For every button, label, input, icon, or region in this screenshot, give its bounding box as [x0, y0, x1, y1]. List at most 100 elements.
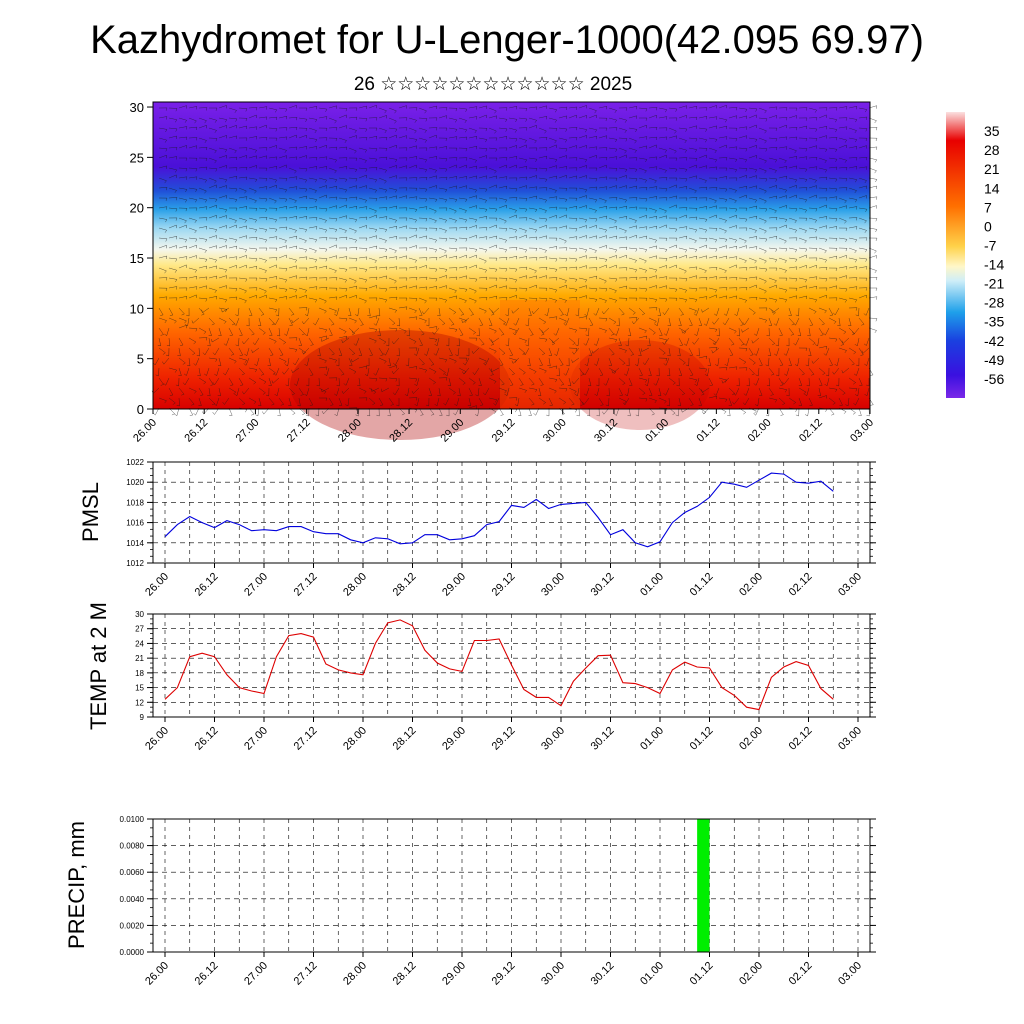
ytick-label: 0.0040: [120, 895, 145, 904]
cross-xtick-label: 30.00: [541, 417, 569, 445]
cool-pocket: [500, 300, 580, 409]
colorbar-label: -21: [984, 276, 1004, 292]
cross-xtick-label: 27.00: [234, 417, 262, 445]
colorbar: 35 28 21 14 7 0 -7 -14 -21 -28 -35 -42 -49 -56: [946, 112, 1004, 398]
xtick-label: 02.12: [787, 960, 815, 988]
colorbar-label: 28: [984, 142, 1000, 158]
xtick-label: 26.12: [193, 725, 221, 753]
xtick-label: 03.00: [836, 571, 864, 599]
colorbar-label: 21: [984, 161, 1000, 177]
colorbar-label: -14: [984, 257, 1004, 273]
xtick-label: 28.00: [341, 571, 369, 599]
xtick-label: 03.00: [836, 725, 864, 753]
precip-ylabel: PRECIP, mm: [64, 821, 89, 949]
ytick-label: 0.0080: [120, 842, 145, 851]
precip-panel: 0.0000 0.0020 0.0040 0.0060 0.0080 0.0100 26.0…: [64, 815, 876, 988]
ytick-label: 21: [135, 654, 144, 663]
xtick-label: 27.12: [292, 571, 320, 599]
ytick-label: 1014: [126, 539, 144, 548]
cross-ytick-label: 30: [130, 100, 144, 115]
cross-ytick-label: 15: [130, 251, 144, 266]
colorbar-label: 14: [984, 180, 1000, 196]
xtick-label: 28.00: [341, 960, 369, 988]
temp-ylabel: TEMP at 2 M: [86, 602, 111, 730]
ytick-label: 15: [135, 684, 144, 693]
xtick-label: 29.00: [440, 960, 468, 988]
cross-ytick-label: 10: [130, 301, 144, 316]
cross-xtick-label: 29.12: [490, 417, 518, 445]
precip-bar: [697, 819, 710, 952]
temp-panel: 9 12 15 18 21 24 27 30 26.00 26.12 27.00 27.12 28.00…: [86, 602, 876, 753]
xtick-label: 30.00: [539, 960, 567, 988]
xtick-label: 27.00: [242, 725, 270, 753]
xtick-label: 30.12: [589, 960, 617, 988]
cross-xtick-label: 26.12: [182, 417, 210, 445]
cross-xtick-label: 03.00: [848, 417, 876, 445]
colorbar-label: -28: [984, 295, 1004, 311]
temperature-field: [153, 102, 870, 409]
xtick-label: 26.12: [193, 571, 221, 599]
cross-ytick-label: 20: [130, 201, 144, 216]
xtick-label: 27.00: [242, 960, 270, 988]
xtick-label: 27.00: [242, 571, 270, 599]
xtick-label: 28.12: [391, 960, 419, 988]
xtick-label: 30.00: [539, 571, 567, 599]
xtick-label: 01.00: [638, 571, 666, 599]
ytick-label: 0.0000: [120, 948, 145, 957]
xtick-label: 26.00: [143, 960, 171, 988]
xtick-label: 02.00: [737, 571, 765, 599]
wind-barbs: [151, 104, 878, 417]
xtick-label: 29.12: [490, 725, 518, 753]
colorbar-label: 35: [984, 123, 1000, 139]
xtick-label: 28.00: [341, 725, 369, 753]
warm-core-1: [290, 330, 510, 440]
cross-ytick-label: 0: [137, 402, 144, 417]
cross-ytick-label: 25: [130, 150, 144, 165]
temp-series-line: [164, 619, 834, 711]
colorbar-label: -56: [984, 371, 1004, 387]
xtick-label: 26.00: [143, 571, 171, 599]
ytick-label: 1018: [126, 498, 144, 507]
xtick-label: 30.12: [589, 725, 617, 753]
ytick-label: 1016: [126, 519, 144, 528]
colorbar-scale: [946, 112, 965, 398]
ytick-label: 1012: [126, 559, 144, 568]
xtick-label: 28.12: [391, 725, 419, 753]
ytick-label: 1020: [126, 478, 144, 487]
ytick-label: 0.0020: [120, 921, 145, 930]
cross-xtick-label: 02.12: [797, 417, 825, 445]
xtick-label: 29.12: [490, 571, 518, 599]
ytick-label: 0.0100: [120, 815, 145, 824]
ytick-label: 24: [135, 639, 144, 648]
xtick-label: 03.00: [836, 960, 864, 988]
xtick-label: 02.00: [737, 725, 765, 753]
xtick-label: 26.00: [143, 725, 171, 753]
cross-xtick-label: 01.12: [695, 417, 723, 445]
xtick-label: 01.12: [688, 571, 716, 599]
xtick-label: 27.12: [292, 725, 320, 753]
pmsl-ylabel: PMSL: [78, 482, 103, 542]
colorbar-label: -49: [984, 352, 1004, 368]
xtick-label: 28.12: [391, 571, 419, 599]
ytick-label: 30: [135, 610, 144, 619]
pmsl-panel: 1012 1014 1016 1018 1020 1022 26.00 26.12 27.00 2…: [78, 458, 876, 599]
xtick-label: 01.12: [688, 725, 716, 753]
xtick-label: 27.12: [292, 960, 320, 988]
xtick-label: 29.00: [440, 725, 468, 753]
xtick-label: 30.12: [589, 571, 617, 599]
xtick-label: 02.12: [787, 725, 815, 753]
pmsl-series-line: [164, 472, 834, 548]
ytick-label: 1022: [126, 458, 144, 467]
colorbar-label: 7: [984, 199, 992, 215]
cross-ytick-label: 5: [137, 352, 144, 367]
cross-xtick-label: 26.00: [131, 417, 159, 445]
cross-xtick-label: 02.00: [746, 417, 774, 445]
xtick-label: 01.12: [688, 960, 716, 988]
xtick-label: 02.12: [787, 571, 815, 599]
xtick-label: 30.00: [539, 725, 567, 753]
xtick-label: 26.12: [193, 960, 221, 988]
xtick-label: 29.12: [490, 960, 518, 988]
ytick-label: 0.0060: [120, 868, 145, 877]
